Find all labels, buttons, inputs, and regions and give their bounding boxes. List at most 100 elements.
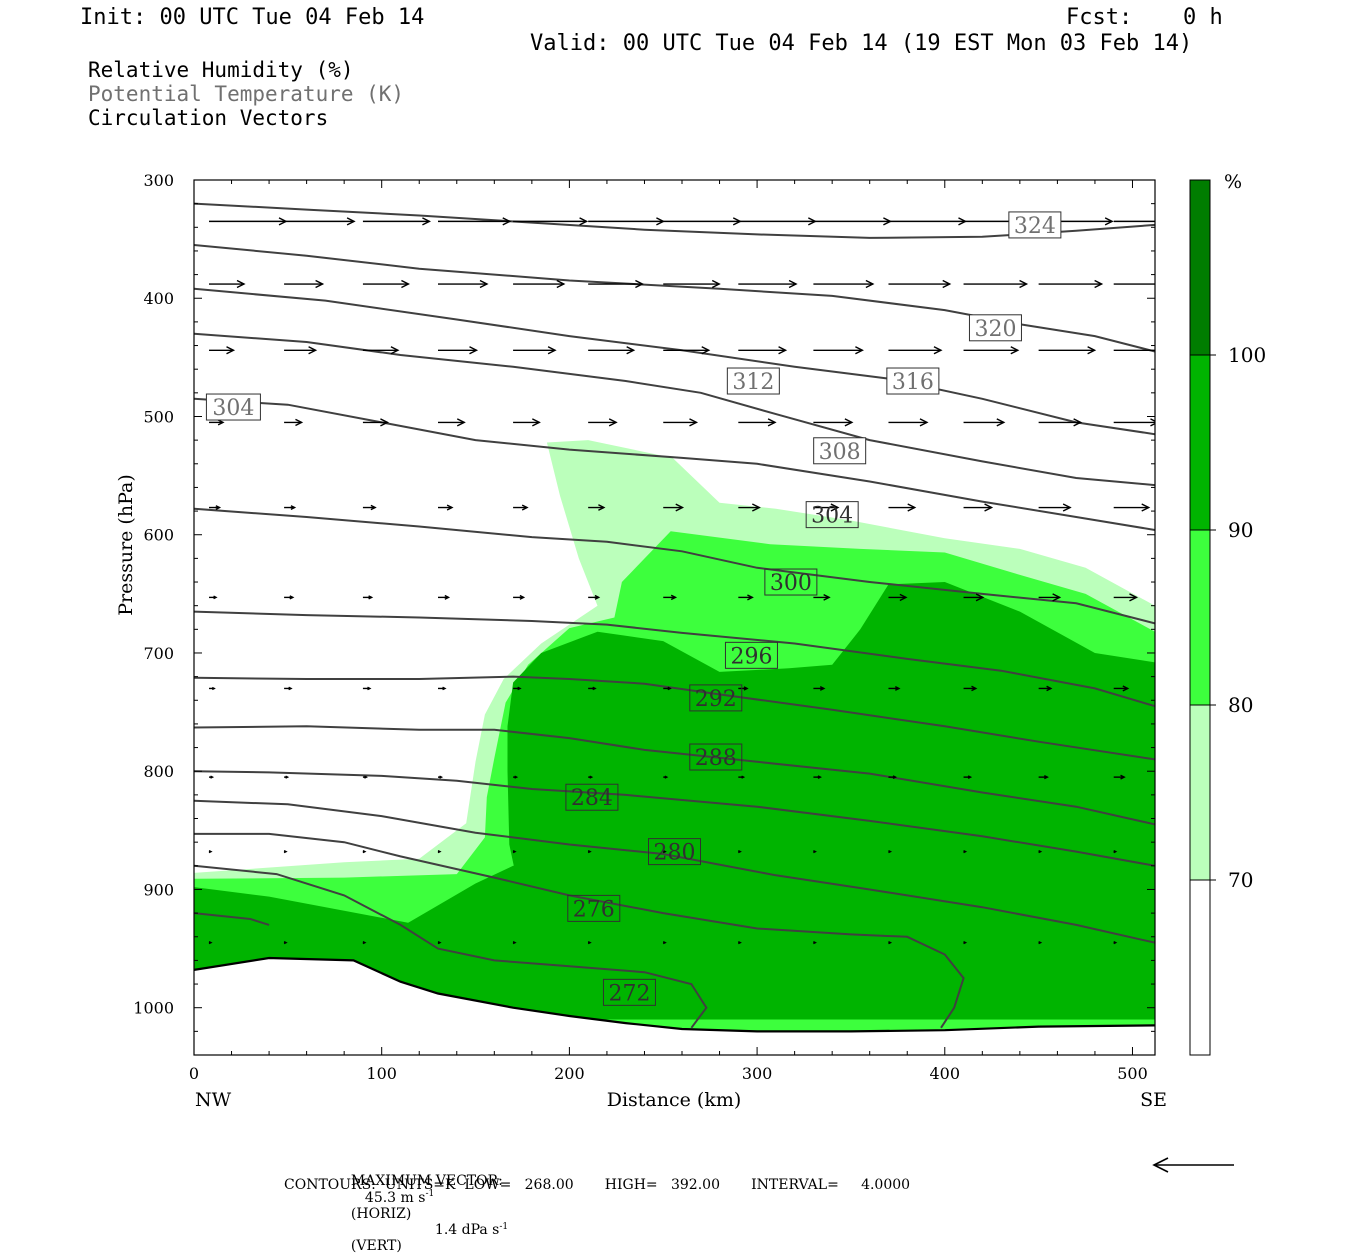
wind-vector: [284, 775, 290, 779]
theta-label-text: 272: [608, 981, 650, 1006]
wind-vector: [362, 346, 400, 355]
x-right-end-label: SE: [1140, 1089, 1167, 1111]
wind-vector: [963, 503, 994, 512]
theta-label-324: 324: [1008, 211, 1062, 239]
wind-vector: [888, 775, 898, 779]
y-tick-label: 500: [143, 407, 174, 426]
wind-vector: [813, 594, 831, 601]
wind-vector: [663, 217, 742, 226]
rh-region-90-2: [194, 582, 1155, 1038]
theta-label-text: 284: [571, 786, 613, 811]
colorbar-tick-label: 100: [1228, 343, 1266, 367]
wind-vector: [888, 346, 943, 355]
theta-label-text: 320: [974, 317, 1016, 342]
vert-exponent: -1: [499, 1221, 509, 1232]
wind-vector: [208, 849, 213, 854]
theta-label-text: 304: [212, 396, 254, 421]
colorbar-unit: %: [1224, 171, 1242, 193]
wind-vector: [963, 685, 978, 692]
theta-label-304: 304: [805, 501, 859, 529]
field-theta: Potential Temperature (K): [88, 82, 405, 106]
wind-vector: [587, 849, 592, 854]
wind-vector: [513, 775, 519, 779]
wind-vector: [963, 346, 1020, 355]
theta-label-316: 316: [886, 367, 940, 395]
wind-vector: [963, 418, 1006, 427]
x-tick-label: 300: [742, 1064, 773, 1083]
wind-vector: [209, 217, 288, 226]
wind-vector: [963, 279, 1029, 289]
theta-label-312: 312: [726, 367, 780, 395]
theta-label-text: 316: [892, 370, 934, 395]
theta-label-text: 280: [654, 841, 696, 866]
wind-vector: [513, 346, 557, 355]
wind-vector: [813, 346, 864, 355]
wind-vector: [663, 775, 669, 779]
wind-vector: [513, 279, 566, 289]
theta-label-text: 304: [811, 504, 853, 529]
wind-vector: [284, 346, 318, 355]
theta-contour-316: [194, 287, 1155, 436]
wind-vector: [662, 849, 667, 854]
wind-vector: [1038, 593, 1062, 602]
colorbar-tick-label: 80: [1228, 693, 1253, 717]
wind-vector: [738, 849, 742, 854]
wind-vector: [362, 849, 367, 854]
wind-vector: [513, 594, 526, 600]
colorbar-swatch: [1190, 880, 1210, 1055]
colorbar-swatch: [1190, 180, 1210, 355]
wind-vector: [588, 594, 601, 600]
cross-section-chart: 300 400 500 600 700 800 900 1000 0 100 200 300 400 50…: [115, 171, 1266, 1111]
colorbar-swatch: [1190, 530, 1210, 705]
theta-label-292: 292: [689, 684, 743, 712]
wind-vector: [513, 504, 529, 511]
wind-vector: [1038, 279, 1104, 289]
theta-contour-300: [194, 610, 1155, 708]
y-tick-label: 800: [143, 762, 174, 781]
horiz-tag: (HORIZ): [350, 1205, 412, 1222]
theta-label-280: 280: [648, 838, 701, 866]
wind-vector: [209, 419, 225, 426]
reference-vector-icon: [1152, 1157, 1234, 1173]
theta-contour-284: [194, 799, 1155, 944]
wind-vector: [209, 686, 216, 691]
wind-vector: [1113, 685, 1130, 692]
wind-vector: [513, 418, 541, 427]
theta-label-296: 296: [724, 641, 778, 669]
theta-contour-296: [194, 675, 1155, 761]
wind-vector: [663, 346, 711, 355]
wind-vector: [888, 849, 893, 854]
valid-time: Valid: 00 UTC Tue 04 Feb 14 (19 EST Mon …: [530, 31, 1193, 56]
theta-label-288: 288: [689, 743, 743, 771]
theta-label-272: 272: [602, 978, 656, 1006]
wind-vector: [284, 217, 356, 226]
wind-vector: [588, 279, 644, 289]
colorbar-tick-label: 70: [1228, 868, 1253, 892]
theta-label-text: 276: [573, 897, 615, 922]
wind-vector: [438, 279, 489, 289]
vert-tag: (VERT): [350, 1238, 402, 1254]
theta-label-284: 284: [565, 783, 619, 811]
wind-vector: [513, 217, 589, 226]
wind-vector: [362, 595, 374, 600]
wind-vector: [888, 418, 929, 427]
wind-vector: [284, 595, 295, 600]
wind-vector: [587, 941, 592, 945]
wind-vector: [209, 346, 236, 355]
theta-contour-320: [194, 244, 1155, 353]
wind-vector: [209, 595, 218, 600]
wind-vector: [283, 849, 288, 854]
theta-label-276: 276: [567, 894, 621, 922]
wind-vector: [663, 418, 699, 427]
theta-label-300: 300: [764, 568, 818, 596]
wind-vector: [588, 504, 606, 511]
forecast-label: Fcst:: [1066, 5, 1133, 30]
y-tick-label: 900: [143, 880, 174, 899]
y-tick-label: 700: [143, 644, 174, 663]
wind-vector: [738, 503, 761, 512]
theta-label-text: 312: [732, 370, 774, 395]
wind-vector: [588, 418, 618, 427]
wind-vector: [1113, 593, 1139, 602]
wind-vector: [738, 418, 777, 427]
wind-vector: [588, 346, 636, 355]
